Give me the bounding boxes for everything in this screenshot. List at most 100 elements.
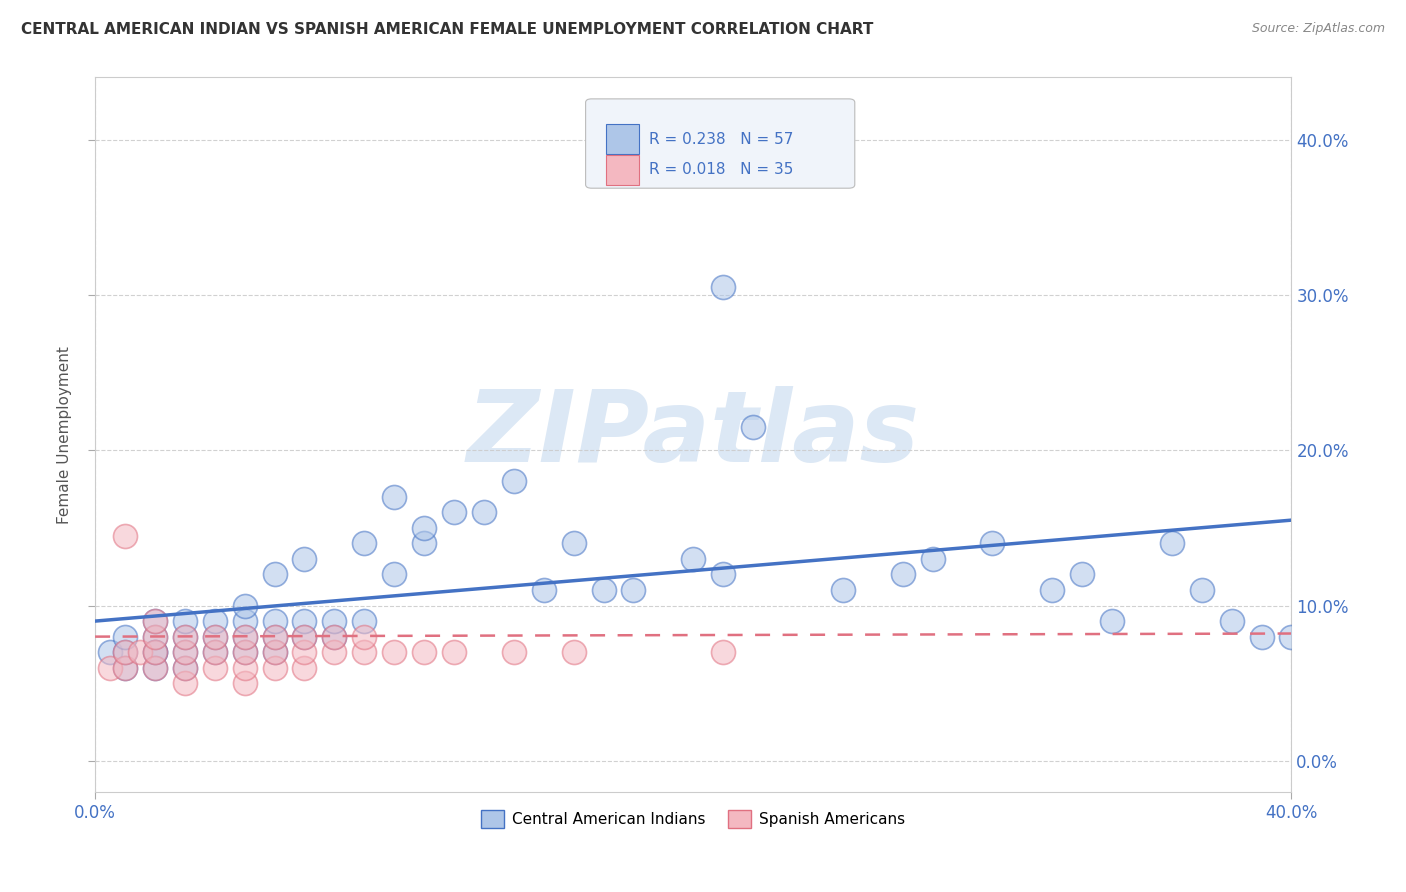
Point	[353, 614, 375, 628]
Point	[323, 630, 346, 644]
Point	[294, 614, 316, 628]
Point	[382, 567, 405, 582]
Point	[204, 630, 226, 644]
Point	[114, 529, 136, 543]
Point	[233, 676, 256, 690]
Point	[263, 630, 285, 644]
Point	[173, 645, 195, 659]
Text: R = 0.238   N = 57: R = 0.238 N = 57	[650, 132, 793, 147]
Point	[204, 645, 226, 659]
Point	[502, 475, 524, 489]
Point	[263, 614, 285, 628]
Point	[143, 645, 166, 659]
Point	[263, 645, 285, 659]
Point	[443, 505, 465, 519]
Point	[173, 645, 195, 659]
Text: CENTRAL AMERICAN INDIAN VS SPANISH AMERICAN FEMALE UNEMPLOYMENT CORRELATION CHAR: CENTRAL AMERICAN INDIAN VS SPANISH AMERI…	[21, 22, 873, 37]
Point	[204, 614, 226, 628]
Y-axis label: Female Unemployment: Female Unemployment	[58, 346, 72, 524]
Point	[413, 521, 436, 535]
Point	[443, 645, 465, 659]
Point	[711, 567, 734, 582]
Point	[114, 645, 136, 659]
Point	[323, 645, 346, 659]
Text: ZIPatlas: ZIPatlas	[467, 386, 920, 483]
Point	[294, 661, 316, 675]
Point	[623, 582, 645, 597]
Point	[1191, 582, 1213, 597]
Point	[143, 661, 166, 675]
Point	[682, 552, 704, 566]
Point	[143, 630, 166, 644]
Point	[143, 630, 166, 644]
Point	[143, 661, 166, 675]
Point	[831, 582, 853, 597]
Point	[143, 645, 166, 659]
Point	[233, 630, 256, 644]
Legend: Central American Indians, Spanish Americans: Central American Indians, Spanish Americ…	[475, 804, 911, 834]
Point	[382, 490, 405, 504]
Point	[263, 645, 285, 659]
Point	[592, 582, 614, 597]
Point	[921, 552, 943, 566]
Point	[173, 661, 195, 675]
Point	[294, 645, 316, 659]
Point	[263, 661, 285, 675]
Point	[173, 661, 195, 675]
Point	[1220, 614, 1243, 628]
Point	[173, 630, 195, 644]
Point	[1101, 614, 1123, 628]
Point	[472, 505, 495, 519]
Point	[114, 630, 136, 644]
Point	[891, 567, 914, 582]
Point	[562, 536, 585, 550]
Point	[294, 630, 316, 644]
FancyBboxPatch shape	[586, 99, 855, 188]
Text: R = 0.018   N = 35: R = 0.018 N = 35	[650, 162, 793, 178]
Point	[263, 630, 285, 644]
Point	[1250, 630, 1272, 644]
Point	[233, 645, 256, 659]
Point	[233, 599, 256, 613]
Point	[502, 645, 524, 659]
Point	[1281, 630, 1303, 644]
Point	[204, 645, 226, 659]
Point	[129, 645, 152, 659]
Point	[143, 645, 166, 659]
Point	[323, 614, 346, 628]
Point	[533, 582, 555, 597]
Point	[114, 661, 136, 675]
Point	[173, 614, 195, 628]
Point	[294, 552, 316, 566]
Point	[1040, 582, 1063, 597]
Point	[353, 630, 375, 644]
Point	[173, 630, 195, 644]
Point	[233, 661, 256, 675]
Point	[233, 630, 256, 644]
Point	[413, 645, 436, 659]
Point	[353, 536, 375, 550]
Point	[98, 645, 121, 659]
Point	[143, 614, 166, 628]
Point	[1071, 567, 1094, 582]
Point	[981, 536, 1004, 550]
Point	[353, 645, 375, 659]
Text: Source: ZipAtlas.com: Source: ZipAtlas.com	[1251, 22, 1385, 36]
Point	[382, 645, 405, 659]
Point	[1160, 536, 1182, 550]
Point	[114, 645, 136, 659]
Point	[263, 567, 285, 582]
Point	[98, 661, 121, 675]
Point	[562, 645, 585, 659]
Point	[323, 630, 346, 644]
Point	[294, 630, 316, 644]
Point	[143, 614, 166, 628]
Point	[711, 280, 734, 294]
Bar	[606, 155, 640, 185]
Point	[413, 536, 436, 550]
Bar	[606, 124, 640, 154]
Point	[204, 661, 226, 675]
Point	[114, 661, 136, 675]
Point	[711, 645, 734, 659]
Point	[742, 420, 765, 434]
